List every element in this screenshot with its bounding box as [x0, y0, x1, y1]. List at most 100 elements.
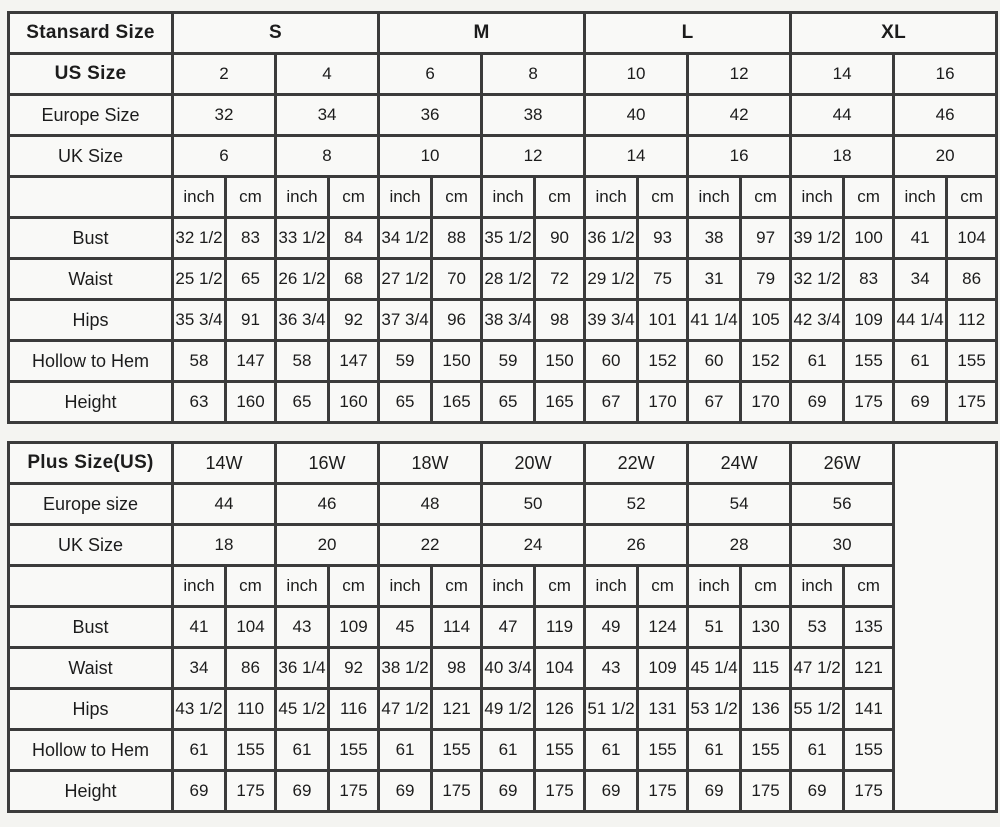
unit-header-cell: inch: [583, 564, 640, 608]
unit-header-cell: inch: [480, 175, 537, 219]
row-label: US Size: [7, 52, 174, 96]
size-value-cell: 38: [480, 93, 587, 137]
measure-value-cell: 101: [636, 298, 690, 342]
measure-value-cell: 69: [686, 769, 743, 813]
measure-value-cell: 91: [224, 298, 277, 342]
measure-value-cell: 150: [430, 339, 484, 383]
size-group-header: XL: [789, 11, 999, 55]
measure-value-cell: 155: [223, 728, 278, 772]
measure-value-cell: 65: [274, 380, 330, 424]
measure-row: Hollow to Hem 58 147 58 147 59 150 59 150 60 152 60…: [7, 339, 999, 383]
size-value-cell: 40: [583, 93, 690, 137]
measure-value-cell: 104: [533, 646, 587, 690]
row-label: Europe Size: [7, 93, 174, 137]
measure-value-cell: 60: [583, 339, 640, 383]
measure-value-cell: 83: [842, 257, 896, 301]
unit-header-cell: cm: [533, 175, 587, 219]
measure-value-cell: 65: [377, 380, 434, 424]
size-value-cell: 46: [274, 482, 381, 526]
measure-value-cell: 131: [636, 687, 690, 731]
size-value-cell: 44: [789, 93, 896, 137]
measure-value-cell: 69: [583, 769, 640, 813]
measure-value-cell: 152: [739, 339, 793, 383]
row-label: Hollow to Hem: [7, 339, 174, 383]
size-group-header-row: Stansard Size S M L XL: [7, 11, 999, 55]
measure-value-cell: 135: [842, 605, 896, 649]
measure-value-cell: 105: [739, 298, 793, 342]
measure-value-cell: 44 1/4: [892, 298, 949, 342]
measure-value-cell: 38 3/4: [480, 298, 537, 342]
measure-value-cell: 61: [171, 728, 227, 772]
unit-header-cell: cm: [223, 564, 278, 608]
row-label: Hips: [7, 298, 174, 342]
measure-value-cell: 114: [430, 605, 484, 649]
measure-value-cell: 147: [224, 339, 277, 383]
measure-value-cell: 155: [739, 728, 793, 772]
measure-value-cell: 39 1/2: [789, 216, 846, 260]
measure-value-cell: 116: [327, 687, 381, 731]
measure-value-cell: 40 3/4: [480, 646, 537, 690]
measure-value-cell: 51 1/2: [583, 687, 640, 731]
measure-value-cell: 72: [533, 257, 587, 301]
unit-header-cell: cm: [636, 564, 690, 608]
size-value-cell: 2: [171, 52, 277, 96]
size-value-cell: 20: [274, 523, 381, 567]
row-label: Bust: [7, 216, 174, 260]
measure-value-cell: 152: [636, 339, 690, 383]
measure-value-cell: 150: [533, 339, 587, 383]
size-group-header: 14W: [170, 441, 278, 485]
measure-value-cell: 69: [480, 769, 537, 813]
measure-value-cell: 175: [842, 380, 896, 424]
unit-header-cell: cm: [842, 564, 896, 608]
measure-value-cell: 49: [583, 605, 640, 649]
size-conversion-row: Europe Size 32 34 36 38 40 42 44 46: [7, 93, 999, 137]
size-group-header: L: [583, 11, 793, 55]
measure-row: Bust 41 104 43 109 45 114 47 119 49 124 51 130 53 135: [7, 605, 997, 649]
size-value-cell: 14: [789, 52, 896, 96]
size-value-cell: 10: [583, 52, 690, 96]
measure-row: Hollow to Hem 61 155 61 155 61 155 61 155 61 155 61…: [7, 728, 997, 772]
measure-value-cell: 35 1/2: [480, 216, 537, 260]
measure-value-cell: 165: [533, 380, 587, 424]
measure-value-cell: 32 1/2: [789, 257, 846, 301]
unit-header-cell: cm: [430, 175, 484, 219]
size-value-cell: 52: [583, 482, 690, 526]
unit-header-cell: inch: [274, 175, 330, 219]
unit-header-cell: cm: [326, 175, 381, 219]
measure-value-cell: 104: [223, 605, 278, 649]
measure-value-cell: 155: [842, 339, 896, 383]
measure-value-cell: 67: [583, 380, 640, 424]
measure-value-cell: 86: [223, 646, 278, 690]
size-value-cell: 50: [480, 482, 587, 526]
size-value-cell: 12: [480, 134, 587, 178]
unit-header-cell: inch: [274, 564, 331, 608]
measure-value-cell: 119: [533, 605, 587, 649]
measure-value-cell: 170: [636, 380, 690, 424]
size-value-cell: 54: [686, 482, 793, 526]
measure-value-cell: 98: [533, 298, 587, 342]
row-label: UK Size: [7, 134, 174, 178]
measure-value-cell: 47: [480, 605, 537, 649]
measure-value-cell: 92: [326, 298, 381, 342]
measure-value-cell: 90: [533, 216, 587, 260]
size-conversion-row: Europe size 44 46 48 50 52 54 56: [7, 482, 997, 526]
size-value-cell: 56: [789, 482, 896, 526]
measure-value-cell: 36 1/4: [274, 646, 331, 690]
unit-header-cell: inch: [892, 175, 949, 219]
size-value-cell: 14: [583, 134, 690, 178]
measure-row: Bust 32 1/2 83 33 1/2 84 34 1/2 88 35 1/2 90 36 1…: [7, 216, 999, 260]
measure-value-cell: 104: [945, 216, 999, 260]
size-group-header: 20W: [480, 441, 587, 485]
measure-value-cell: 98: [430, 646, 484, 690]
size-value-cell: 46: [892, 93, 999, 137]
measure-value-cell: 61: [789, 728, 846, 772]
measure-row: Height 63 160 65 160 65 165 65 165 67 170 67 170 69 17…: [7, 380, 999, 424]
measure-row: Hips 43 1/2 110 45 1/2 116 47 1/2 121 49 1/2 126…: [7, 687, 997, 731]
measure-value-cell: 141: [842, 687, 896, 731]
measure-value-cell: 51: [686, 605, 743, 649]
measure-value-cell: 59: [480, 339, 537, 383]
measure-value-cell: 34: [171, 646, 227, 690]
measure-value-cell: 92: [327, 646, 381, 690]
measure-value-cell: 67: [686, 380, 743, 424]
measure-value-cell: 126: [533, 687, 587, 731]
